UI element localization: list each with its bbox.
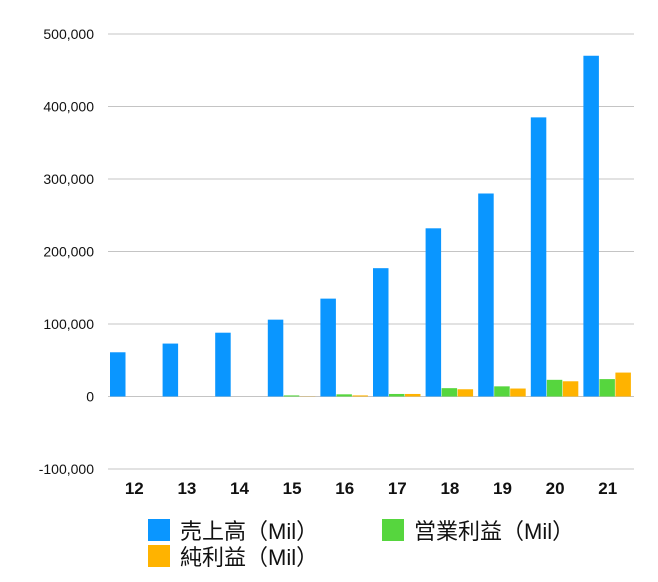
y-tick-label: 100,000 (43, 316, 94, 332)
bar-sales (110, 352, 126, 397)
bar-sales (373, 268, 389, 397)
y-tick-label: -100,000 (39, 461, 94, 477)
bar-sales (215, 332, 231, 397)
bar-operating-profit (494, 386, 510, 397)
legend-item-operating-profit: 営業利益（Mil） (382, 514, 574, 546)
bar-net-profit (562, 381, 579, 397)
x-tick-label: 20 (546, 479, 565, 498)
grid-lines (108, 33, 634, 470)
bar-operating-profit (546, 379, 563, 397)
bar-net-profit (405, 393, 421, 397)
y-tick-label: 0 (86, 389, 94, 405)
legend-swatch-sales (148, 519, 170, 541)
legend-label-operating-profit: 営業利益（Mil） (414, 519, 575, 544)
y-tick-label: 200,000 (43, 244, 94, 260)
bars (110, 55, 631, 397)
bar-operating-profit (283, 395, 300, 397)
bar-sales (267, 319, 284, 397)
bar-chart: 500,000 400,000 300,000 200,000 100,000 0 -100… (39, 26, 634, 498)
bar-net-profit (615, 372, 631, 397)
y-tick-label: 400,000 (43, 99, 94, 115)
bar-sales (478, 193, 494, 397)
bar-sales (425, 228, 442, 397)
legend: 売上高（Mil） 営業利益（Mil） 純利益（Mil） (0, 510, 658, 580)
y-tick-label: 500,000 (43, 26, 94, 42)
legend-label-net-profit: 純利益（Mil） (180, 545, 319, 570)
legend-swatch-net-profit (148, 545, 170, 567)
bar-net-profit (510, 388, 526, 397)
bar-operating-profit (336, 394, 352, 397)
legend-item-net-profit: 純利益（Mil） (148, 540, 318, 572)
bar-net-profit (457, 389, 474, 397)
x-tick-label: 16 (335, 479, 354, 498)
x-tick-label: 15 (283, 479, 302, 498)
bar-net-profit (352, 395, 368, 397)
x-tick-label: 19 (493, 479, 512, 498)
x-axis-ticks: 12 13 14 15 16 17 18 19 20 21 (125, 479, 617, 498)
bar-operating-profit (441, 388, 458, 397)
x-tick-label: 13 (177, 479, 196, 498)
bar-sales (320, 298, 336, 397)
y-axis-ticks: 500,000 400,000 300,000 200,000 100,000 0 -100… (39, 26, 94, 477)
x-tick-label: 18 (440, 479, 459, 498)
x-tick-label: 12 (125, 479, 144, 498)
x-tick-label: 14 (230, 479, 249, 498)
bar-sales (530, 117, 547, 397)
x-tick-label: 21 (598, 479, 617, 498)
bar-operating-profit (389, 393, 405, 397)
bar-operating-profit (599, 379, 615, 397)
bar-sales (583, 55, 599, 397)
x-tick-label: 17 (388, 479, 407, 498)
legend-label-sales: 売上高（Mil） (180, 519, 319, 544)
legend-item-sales: 売上高（Mil） (148, 514, 318, 546)
bar-sales (162, 343, 179, 397)
y-tick-label: 300,000 (43, 171, 94, 187)
legend-swatch-operating-profit (382, 519, 404, 541)
